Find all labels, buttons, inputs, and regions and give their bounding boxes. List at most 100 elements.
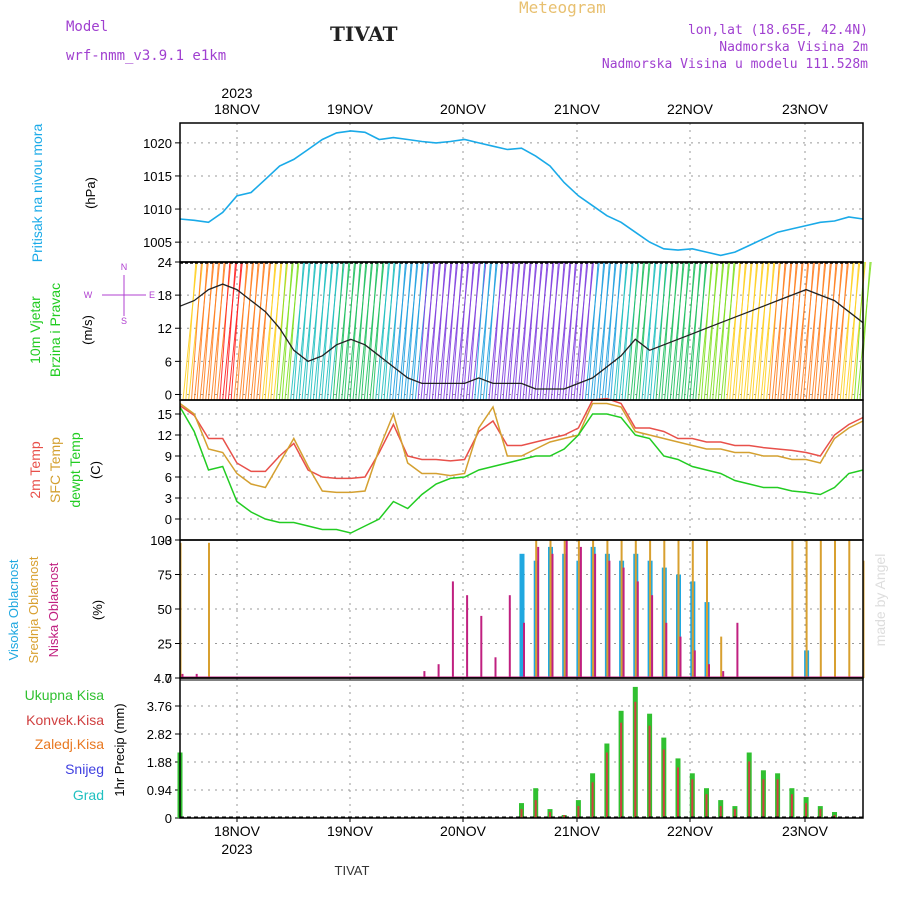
wind-barb bbox=[474, 261, 486, 401]
precip-conv-bar-31 bbox=[620, 722, 623, 818]
ylabel-pressure: Pritisak na nivou mora bbox=[29, 124, 45, 263]
cloud-bar-2-21 bbox=[480, 615, 483, 678]
ytick-label-4-4: 3.76 bbox=[147, 699, 172, 714]
cloud-bar-2-26 bbox=[551, 553, 554, 678]
wind-barb bbox=[672, 261, 684, 401]
model-name: wrf-nmm_v3.9.1 e1km bbox=[66, 48, 227, 64]
wind-barb bbox=[241, 261, 253, 401]
wind-barb bbox=[768, 261, 780, 401]
cloud-bar-2-0 bbox=[181, 673, 184, 678]
cloud-bar-2-19 bbox=[451, 581, 454, 678]
legend-precip-0: Ukupna Kisa bbox=[25, 687, 105, 703]
wind-barb bbox=[678, 261, 690, 401]
wind-barb bbox=[355, 261, 367, 401]
wind-barb bbox=[519, 261, 531, 401]
cloud-bar-2-25 bbox=[537, 546, 540, 678]
ytick-label-3-2: 50 bbox=[158, 602, 172, 617]
cloud-bar-2-27 bbox=[565, 540, 568, 678]
wind-barb bbox=[581, 261, 593, 401]
ytick-label-2-2: 3 bbox=[165, 491, 172, 506]
xtick-top-0: 18NOV bbox=[214, 101, 261, 117]
wind-barb bbox=[496, 261, 508, 401]
wind-barb bbox=[468, 261, 480, 401]
ylabel-temp2m: 2m Temp bbox=[27, 441, 43, 499]
xtick-bottom-4: 22NOV bbox=[667, 823, 714, 839]
product-label: Meteogram bbox=[519, 0, 606, 17]
cloud-bar-1-2 bbox=[208, 542, 210, 678]
precip-conv-bar-27 bbox=[563, 815, 566, 818]
wind-barb bbox=[717, 261, 729, 401]
wind-barb bbox=[315, 261, 327, 401]
temp-line-1 bbox=[179, 402, 864, 494]
wind-barb bbox=[547, 261, 559, 401]
ytick-label-1-3: 18 bbox=[158, 288, 172, 303]
cloud-bar-2-18 bbox=[437, 664, 440, 678]
cloud-bar-1-45 bbox=[819, 540, 822, 678]
cloud-bar-2-37 bbox=[708, 664, 710, 678]
wind-barb bbox=[485, 261, 497, 401]
xtick-top-2: 20NOV bbox=[440, 101, 487, 117]
cloud-bar-1-30 bbox=[606, 540, 609, 678]
cloud-bar-2-34 bbox=[665, 622, 668, 678]
wind-barb bbox=[723, 261, 735, 401]
legend-precip-4: Grad bbox=[73, 787, 104, 803]
wind-barb bbox=[445, 261, 457, 401]
precip-conv-bar-43 bbox=[790, 794, 793, 818]
wind-barb bbox=[632, 261, 644, 401]
wind-barb bbox=[428, 261, 440, 401]
precip-conv-bar-25 bbox=[534, 800, 537, 818]
ytick-label-4-3: 2.82 bbox=[147, 727, 172, 742]
wind-barb bbox=[689, 261, 701, 401]
cloud-bar-2-17 bbox=[423, 671, 426, 678]
wind-barb bbox=[196, 261, 208, 401]
rose-n: N bbox=[121, 262, 128, 272]
ytick-label-0-2: 1015 bbox=[143, 169, 172, 184]
wind-barb bbox=[236, 261, 248, 401]
wind-barb bbox=[712, 261, 724, 401]
panel-frame-4 bbox=[179, 677, 864, 819]
ytick-label-1-0: 0 bbox=[165, 387, 172, 402]
wind-barb bbox=[553, 261, 565, 401]
cloud-bar-0-24 bbox=[519, 553, 525, 678]
precip-conv-bar-41 bbox=[762, 779, 765, 818]
ytick-label-0-1: 1010 bbox=[143, 202, 172, 217]
cloud-bar-1-34 bbox=[663, 540, 666, 678]
ytick-label-2-0: -3 bbox=[160, 533, 172, 548]
cloud-bar-2-28 bbox=[579, 546, 582, 678]
pressure-line bbox=[179, 130, 864, 257]
wind-barb bbox=[219, 261, 231, 401]
ylabel-temp-unit: (C) bbox=[88, 461, 103, 479]
wind-barb bbox=[615, 261, 627, 401]
precip-conv-bar-30 bbox=[605, 752, 608, 818]
legend-precip-2: Zaledj.Kisa bbox=[35, 736, 104, 752]
wind-barb bbox=[598, 261, 610, 401]
watermark: made by Angel bbox=[872, 554, 888, 647]
ylabel-precip-unit: 1hr Precip (mm) bbox=[112, 703, 127, 796]
footer-station: TIVAT bbox=[335, 863, 370, 878]
wind-barb bbox=[683, 261, 695, 401]
wind-barb bbox=[332, 261, 344, 401]
wind-barb bbox=[700, 261, 712, 401]
wind-barb bbox=[462, 261, 474, 401]
wind-barb bbox=[508, 261, 520, 401]
ytick-label-2-6: 15 bbox=[158, 407, 172, 422]
wind-barb bbox=[751, 261, 763, 401]
model-label: Model bbox=[66, 19, 109, 35]
xtick-top-4: 22NOV bbox=[667, 101, 714, 117]
cloud-bar-2-39 bbox=[736, 622, 739, 678]
wind-barb bbox=[247, 261, 259, 401]
xtick-bottom-3: 21NOV bbox=[554, 823, 601, 839]
wind-barb bbox=[185, 261, 197, 401]
cloud-bar-2-22 bbox=[494, 657, 497, 678]
wind-barb bbox=[479, 261, 491, 401]
precip-conv-bar-38 bbox=[719, 806, 722, 818]
wind-barb bbox=[202, 261, 214, 401]
ytick-label-3-1: 25 bbox=[158, 637, 172, 652]
cloud-bar-1-46 bbox=[834, 540, 836, 678]
ytick-label-2-5: 12 bbox=[158, 428, 172, 443]
wind-barb bbox=[797, 261, 809, 401]
wind-barb bbox=[757, 261, 769, 401]
wind-barb bbox=[763, 261, 775, 401]
cloud-bar-2-38 bbox=[722, 671, 725, 678]
